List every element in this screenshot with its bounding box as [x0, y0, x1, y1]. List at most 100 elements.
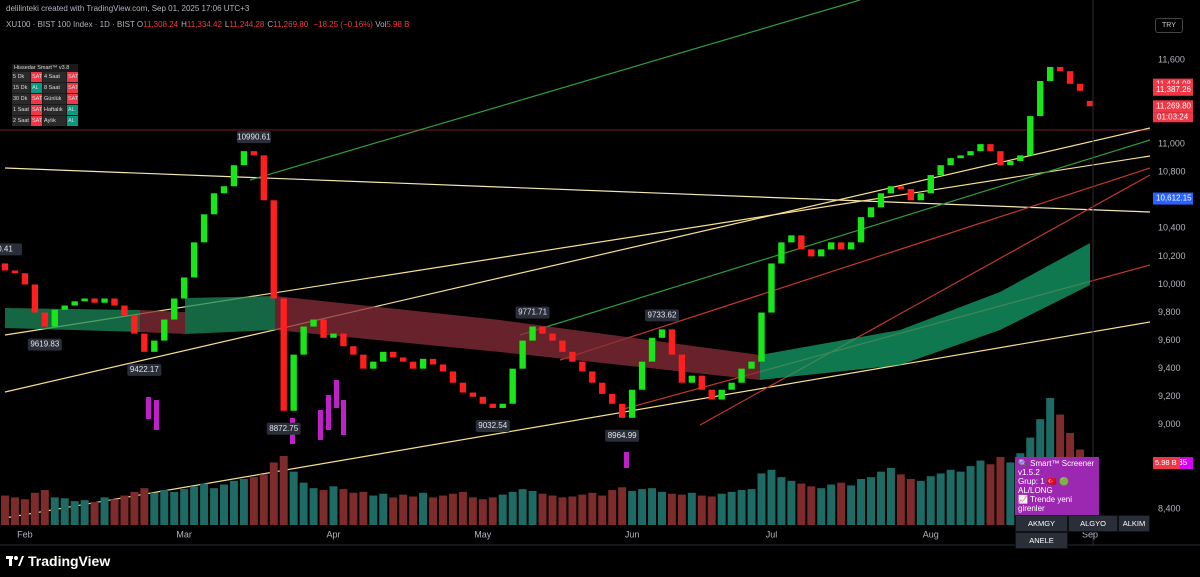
candle: [977, 144, 984, 152]
candle: [161, 319, 168, 341]
candle: [698, 375, 705, 390]
candle: [599, 382, 606, 394]
volume-bar: [608, 490, 617, 525]
volume-bar: [80, 500, 89, 525]
logo: [6, 556, 24, 566]
volume-bar: [190, 486, 199, 525]
candle: [967, 151, 974, 156]
candle: [688, 375, 696, 383]
candle: [51, 309, 58, 327]
candle: [678, 354, 686, 383]
candle: [867, 207, 875, 218]
candle: [618, 403, 626, 418]
volume-bar: [667, 493, 676, 525]
candle: [171, 298, 178, 320]
candle: [628, 389, 636, 418]
candle: [738, 368, 745, 383]
volume-bar: [896, 474, 905, 525]
volume-bar: [767, 469, 776, 525]
candle: [648, 337, 656, 362]
candle: [579, 361, 586, 372]
screener: 🔍 Smart™ Screener v1.5.2 Grup: 1 🇹🇷 🟢 AL…: [1015, 457, 1150, 549]
volume-key: Vol: [375, 20, 387, 29]
volume-bar: [657, 491, 666, 525]
candle: [141, 333, 148, 352]
candle: [200, 214, 208, 243]
ohlc-value: 11,334.42: [186, 20, 222, 29]
candle: [798, 235, 805, 250]
candle: [927, 175, 934, 194]
status-cell: SAT: [31, 72, 43, 82]
candle: [808, 249, 815, 257]
volume-bar: [60, 498, 69, 525]
candle: [937, 165, 944, 176]
candle: [1007, 160, 1014, 166]
volume-bar: [936, 473, 945, 525]
price-tag: [1153, 100, 1193, 113]
screener-cell[interactable]: ALGYO: [1068, 515, 1118, 532]
candle: [569, 351, 576, 362]
y-tick-label: 10,000: [1158, 279, 1186, 289]
volume-bar: [787, 480, 796, 525]
candle: [668, 329, 676, 355]
candle: [997, 151, 1004, 166]
volume-bar: [548, 495, 557, 525]
volume-bar: [518, 489, 527, 525]
volume-bar: [419, 492, 428, 525]
candle: [21, 273, 29, 285]
candle: [91, 298, 98, 303]
volume-bar: [677, 494, 686, 525]
candle: [439, 364, 447, 372]
volume-bar: [259, 474, 268, 525]
currency-button[interactable]: TRY: [1155, 18, 1183, 33]
candle: [818, 249, 825, 257]
candle: [230, 165, 238, 187]
volume-bar: [508, 491, 517, 525]
volume-bar: [70, 501, 79, 525]
volume-bar: [867, 477, 875, 525]
candle: [748, 361, 755, 369]
volume-bar: [229, 480, 238, 525]
status-cell: SAT: [67, 94, 79, 104]
candle: [837, 242, 845, 250]
volume-bar: [379, 493, 388, 525]
x-tick-label: Jul: [766, 529, 778, 539]
x-tick-label: May: [474, 529, 492, 539]
y-tick-label: 9,800: [1158, 307, 1181, 317]
annotation-box: [27, 338, 62, 351]
candle: [399, 357, 407, 362]
table-grid: 5 Dk SAT 4 Saat SAT 15 Dk AL 8 Saat SAT 30 Dk SAT…: [12, 72, 78, 126]
price-tag-label: 11,269.80: [1156, 101, 1192, 110]
volume-bar: [996, 456, 1005, 525]
status-cell: SAT: [31, 94, 43, 104]
candle: [121, 305, 128, 316]
candle: [61, 305, 68, 310]
volume-bar: [837, 482, 846, 525]
volume-bar: [478, 499, 487, 525]
volume-bar: [239, 478, 248, 525]
candle: [340, 333, 347, 347]
volume-bar: [707, 496, 716, 525]
price-tag-label: 10,612.15: [1156, 194, 1192, 203]
countdown: 01:03:24: [1157, 112, 1189, 121]
candle: [1076, 83, 1084, 91]
candle: [190, 242, 198, 278]
volume-bar: [717, 493, 726, 525]
volume: 5.98 B: [386, 20, 410, 29]
volume-bar: [797, 483, 806, 525]
footer: TradingView: [6, 553, 110, 569]
screener-cell[interactable]: AKMGY: [1015, 515, 1068, 532]
brand: TradingView: [28, 553, 111, 569]
candle: [957, 155, 964, 159]
y-tick-label: 10,400: [1158, 223, 1186, 233]
ohlc-value: 11,308.24: [143, 20, 179, 29]
volume-bar: [906, 478, 915, 525]
volume-bar: [180, 489, 189, 525]
volume-bar: [916, 480, 925, 525]
volume-bar: [409, 496, 418, 525]
screener-cell[interactable]: ANELE: [1015, 532, 1068, 549]
candle: [917, 193, 924, 201]
ohlc-key: O: [136, 20, 144, 29]
screener-cell[interactable]: ALKIM: [1118, 515, 1150, 532]
label-cell: 2 Saat: [12, 116, 30, 126]
